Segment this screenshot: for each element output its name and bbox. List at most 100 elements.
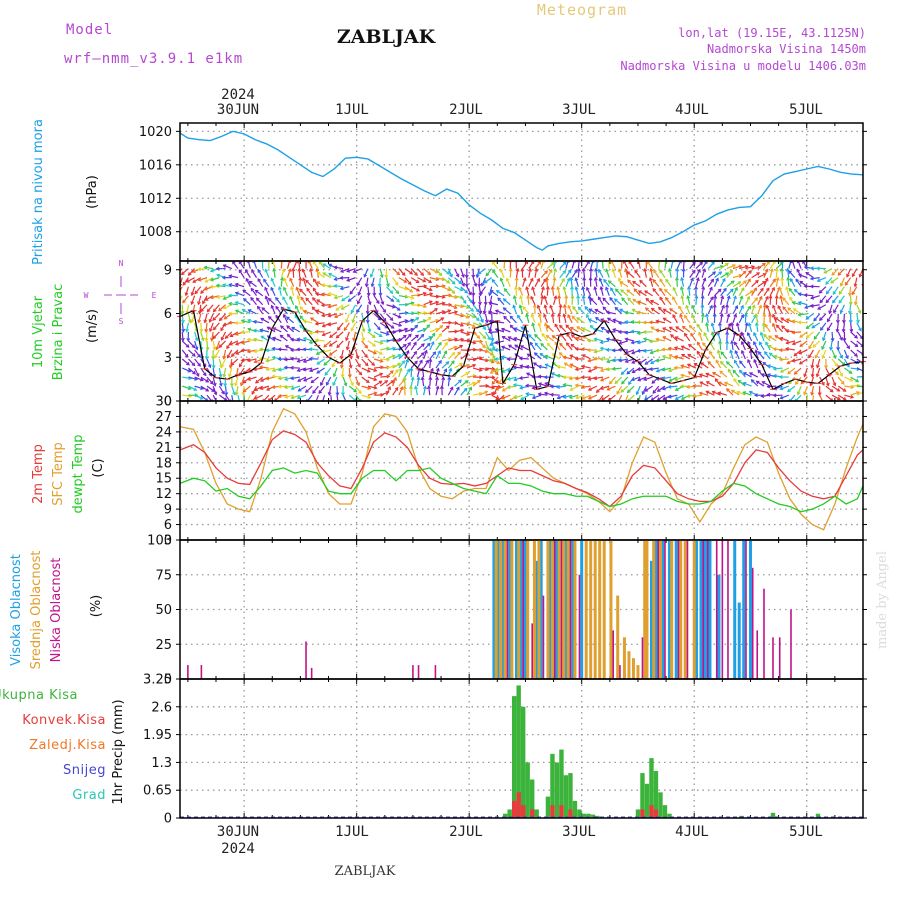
wind-arrowhead bbox=[476, 335, 481, 339]
wind-arrow bbox=[373, 304, 379, 314]
wind-arrowhead bbox=[718, 340, 723, 344]
wind-arrow bbox=[757, 281, 766, 288]
wind-arrow bbox=[520, 326, 530, 333]
wind-arrowhead bbox=[794, 398, 798, 401]
wind-arrow bbox=[528, 334, 536, 342]
wind-arrowhead bbox=[234, 309, 239, 314]
wind-arrowhead bbox=[791, 330, 796, 335]
wind-arrow bbox=[582, 295, 586, 305]
cloud-bar bbox=[619, 665, 621, 679]
wind-arrowhead bbox=[374, 310, 379, 314]
wind-arrowhead bbox=[635, 391, 640, 396]
wind-arrow bbox=[738, 287, 745, 297]
wind-arrowhead bbox=[740, 287, 745, 291]
wind-arrow bbox=[508, 344, 517, 351]
wind-arrowhead bbox=[758, 295, 763, 300]
wind-arrow bbox=[620, 289, 629, 297]
wind-arrow bbox=[779, 295, 784, 305]
wind-arrow bbox=[559, 270, 567, 279]
wind-arrow bbox=[714, 378, 722, 387]
wind-arrow bbox=[410, 334, 419, 342]
wind-arrowhead bbox=[287, 306, 291, 311]
wind-arrowhead bbox=[557, 312, 562, 317]
wind-arrow bbox=[341, 295, 350, 302]
wind-arrowhead bbox=[817, 306, 821, 310]
wind-arrowhead bbox=[519, 345, 524, 349]
wind-arrowhead bbox=[478, 367, 483, 372]
wind-arrowhead bbox=[603, 278, 607, 283]
wind-arrow bbox=[219, 313, 227, 321]
wind-arrowhead bbox=[700, 294, 705, 299]
wind-arrow bbox=[753, 359, 759, 369]
wind-arrowhead bbox=[332, 382, 336, 387]
wind-arrow bbox=[210, 277, 220, 281]
wind-arrowhead bbox=[772, 313, 776, 318]
wind-arrowhead bbox=[809, 303, 814, 308]
wind-arrow bbox=[241, 349, 251, 352]
wind-arrowhead bbox=[675, 267, 680, 272]
wind-arrow bbox=[206, 385, 215, 392]
wind-arrowhead bbox=[543, 304, 548, 309]
wind-arrowhead bbox=[477, 270, 482, 275]
wind-arrowhead bbox=[270, 286, 275, 291]
y-tick-label: 25 bbox=[155, 638, 172, 653]
wind-arrow bbox=[736, 322, 740, 333]
wind-arrowhead bbox=[271, 336, 276, 341]
wind-arrow bbox=[429, 308, 438, 315]
wind-arrowhead bbox=[328, 352, 333, 356]
wind-arrowhead bbox=[589, 324, 594, 329]
wind-arrow bbox=[448, 304, 457, 309]
wind-arrowhead bbox=[184, 292, 189, 297]
wind-arrow bbox=[644, 290, 653, 297]
wind-arrowhead bbox=[674, 336, 679, 340]
wind-arrow bbox=[518, 287, 524, 296]
wind-arrowhead bbox=[636, 320, 641, 325]
cloud-bar bbox=[593, 540, 597, 679]
wind-arrow bbox=[328, 313, 338, 317]
wind-arrow bbox=[349, 286, 357, 295]
wind-arrowhead bbox=[750, 379, 755, 383]
wind-arrowhead bbox=[489, 342, 493, 346]
wind-arrow bbox=[520, 345, 530, 351]
wind-arrowhead bbox=[434, 308, 438, 312]
precip-bar bbox=[590, 814, 596, 818]
wind-arrow bbox=[410, 351, 417, 360]
wind-arrowhead bbox=[556, 385, 560, 389]
y-tick-label: 0 bbox=[164, 812, 172, 827]
wind-arrowhead bbox=[853, 283, 858, 288]
wind-arrow bbox=[675, 394, 684, 400]
wind-arrowhead bbox=[593, 365, 598, 370]
wind-arrow bbox=[856, 322, 862, 332]
wind-arrow bbox=[365, 277, 369, 287]
footer-station: ZABLJAK bbox=[335, 864, 396, 879]
wind-arrowhead bbox=[438, 332, 442, 337]
wind-arrowhead bbox=[571, 315, 576, 320]
wind-arrowhead bbox=[211, 356, 216, 360]
wind-arrow bbox=[543, 296, 548, 305]
wind-arrow bbox=[385, 386, 391, 396]
wind-arrow bbox=[205, 331, 208, 341]
wind-arrow bbox=[525, 384, 536, 387]
cloud-bar bbox=[657, 540, 660, 679]
wind-arrowhead bbox=[630, 340, 635, 345]
precip-frame bbox=[179, 678, 864, 819]
wind-arrow bbox=[504, 288, 511, 297]
wind-arrowhead bbox=[406, 368, 411, 373]
wind-arrow bbox=[856, 313, 859, 323]
wind-arrow bbox=[267, 335, 276, 342]
wind-arrow bbox=[373, 340, 383, 345]
wind-arrowhead bbox=[312, 297, 316, 301]
wind-arrow bbox=[198, 313, 202, 323]
wind-arrowhead bbox=[563, 362, 568, 367]
wind-arrowhead bbox=[185, 279, 190, 283]
wind-arrow bbox=[448, 346, 457, 351]
wind-arrow bbox=[429, 359, 432, 369]
wind-arrow bbox=[348, 376, 354, 386]
wind-arrowhead bbox=[576, 317, 580, 321]
wind-arrowhead bbox=[264, 286, 268, 291]
wind-arrow bbox=[218, 367, 222, 378]
wind-arrow bbox=[844, 367, 853, 374]
wind-arrowhead bbox=[725, 272, 730, 276]
wind-arrowhead bbox=[361, 337, 366, 342]
wind-arrowhead bbox=[686, 295, 691, 299]
